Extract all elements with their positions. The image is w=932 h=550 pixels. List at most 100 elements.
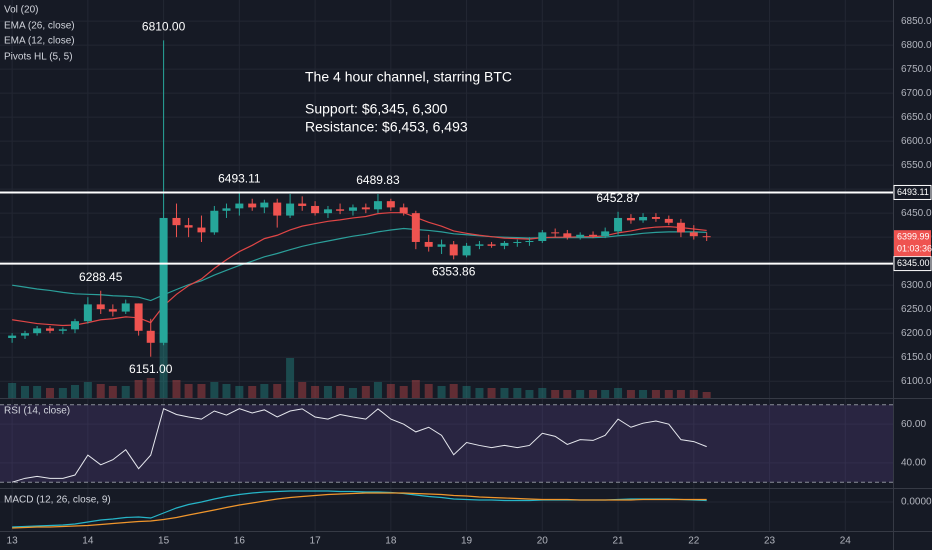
- pivot-high-label: 6288.45: [79, 270, 123, 284]
- x-tick-label: 20: [537, 536, 549, 547]
- candle-body: [83, 304, 92, 322]
- candle-body: [639, 217, 648, 221]
- volume-bar: [121, 386, 130, 398]
- volume-bar: [462, 386, 471, 398]
- candle-body: [273, 202, 282, 216]
- volume-bar: [70, 385, 79, 398]
- volume-bar: [210, 382, 219, 398]
- candle-body: [462, 245, 471, 256]
- candle-body: [576, 234, 585, 238]
- candle-body: [513, 241, 522, 243]
- volume-bar: [424, 384, 433, 398]
- volume-bar: [20, 386, 29, 398]
- pivot-high-label: 6810.00: [142, 19, 186, 33]
- volume-bar: [311, 386, 320, 398]
- x-tick-label: 13: [7, 536, 19, 547]
- candle-body: [399, 207, 408, 214]
- candle-body: [248, 203, 257, 208]
- volume-bar: [676, 390, 685, 398]
- volume-bar: [184, 384, 193, 398]
- volume-bar: [222, 384, 231, 398]
- candle-body: [651, 217, 660, 219]
- candle-body: [538, 232, 547, 242]
- candle-body: [197, 227, 206, 233]
- volume-bar: [361, 386, 370, 398]
- y-tick-label: 6650.00: [901, 112, 932, 123]
- candle-body: [348, 207, 357, 211]
- candle-body: [235, 203, 244, 209]
- axes: 13 14 15 16 17 18 19 20 21 22 23 24 6100.00 6150.00 62…: [7, 16, 932, 547]
- y-tick-label: 0.0000: [901, 497, 932, 508]
- volume-bar: [651, 390, 660, 398]
- volume-bar: [411, 380, 420, 398]
- volume-bar: [639, 390, 648, 398]
- price-label-box: [893, 256, 932, 272]
- macd-title: MACD (12, 26, close, 9): [4, 495, 111, 506]
- volume-bar: [601, 390, 610, 398]
- macd-pane: [12, 490, 707, 529]
- candle-body: [386, 201, 395, 208]
- volume-bar: [487, 388, 496, 398]
- volume-bar: [664, 390, 673, 398]
- candle-body: [8, 335, 17, 338]
- volume-bar: [500, 388, 509, 398]
- indicator-line: [12, 227, 707, 302]
- candle-body: [286, 203, 295, 216]
- pivot-low-label: 6353.86: [432, 264, 476, 278]
- candle-body: [184, 225, 193, 228]
- volume-bar: [83, 382, 92, 398]
- x-tick-label: 24: [840, 536, 852, 547]
- volume-bar: [449, 384, 458, 398]
- candle-body: [159, 217, 168, 343]
- pivot-high-label: 6493.11: [218, 172, 261, 186]
- volume-bar: [614, 388, 623, 398]
- volume-bar: [8, 383, 17, 398]
- volume-bar: [33, 386, 42, 398]
- candle-body: [70, 321, 79, 330]
- candle-body: [487, 244, 496, 246]
- annotation: Resistance: $6,453, 6,493: [305, 119, 468, 135]
- volume-bar: [260, 384, 269, 398]
- price-label-box: [893, 184, 932, 200]
- candle-body: [108, 309, 117, 312]
- volume-bar: [538, 388, 547, 398]
- y-tick-label: 6200.00: [901, 328, 932, 339]
- legend-item: Pivots HL (5, 5): [4, 52, 73, 63]
- y-tick-label: 6300.00: [901, 280, 932, 291]
- volume-bar: [45, 388, 54, 398]
- volume-bar: [235, 386, 244, 398]
- volume-bar: [159, 323, 168, 398]
- x-tick-label: 14: [82, 536, 94, 547]
- volume-bar: [373, 382, 382, 398]
- candle-body: [134, 303, 143, 331]
- candle-body: [210, 210, 219, 233]
- legend-item: EMA (26, close): [4, 21, 75, 32]
- y-tick-label: 6750.00: [901, 64, 932, 75]
- x-tick-label: 21: [612, 536, 624, 547]
- candle-body: [614, 217, 623, 232]
- candle-body: [172, 217, 181, 226]
- y-tick-label: 6150.00: [901, 352, 932, 363]
- volume-bar: [172, 380, 181, 398]
- x-tick-label: 16: [234, 536, 246, 547]
- y-tick-label: 6550.00: [901, 160, 932, 171]
- candle-body: [449, 244, 458, 256]
- candle-body: [676, 222, 685, 233]
- volume-bar: [551, 390, 560, 398]
- price-label: 6345.00: [897, 258, 930, 268]
- x-tick-label: 17: [310, 536, 322, 547]
- candle-body: [689, 232, 698, 237]
- last-price-box: [894, 230, 931, 257]
- candle-body: [298, 203, 307, 206]
- legend-item: EMA (12, close): [4, 36, 75, 47]
- volume-bar: [134, 380, 143, 398]
- y-tick-label: 6250.00: [901, 304, 932, 315]
- volume-bar: [563, 390, 572, 398]
- candle-body: [311, 205, 320, 214]
- volume-bar: [576, 390, 585, 398]
- candle-body: [589, 234, 598, 237]
- volume-bar: [197, 384, 206, 398]
- x-tick-label: 19: [461, 536, 473, 547]
- volume-bar: [626, 390, 635, 398]
